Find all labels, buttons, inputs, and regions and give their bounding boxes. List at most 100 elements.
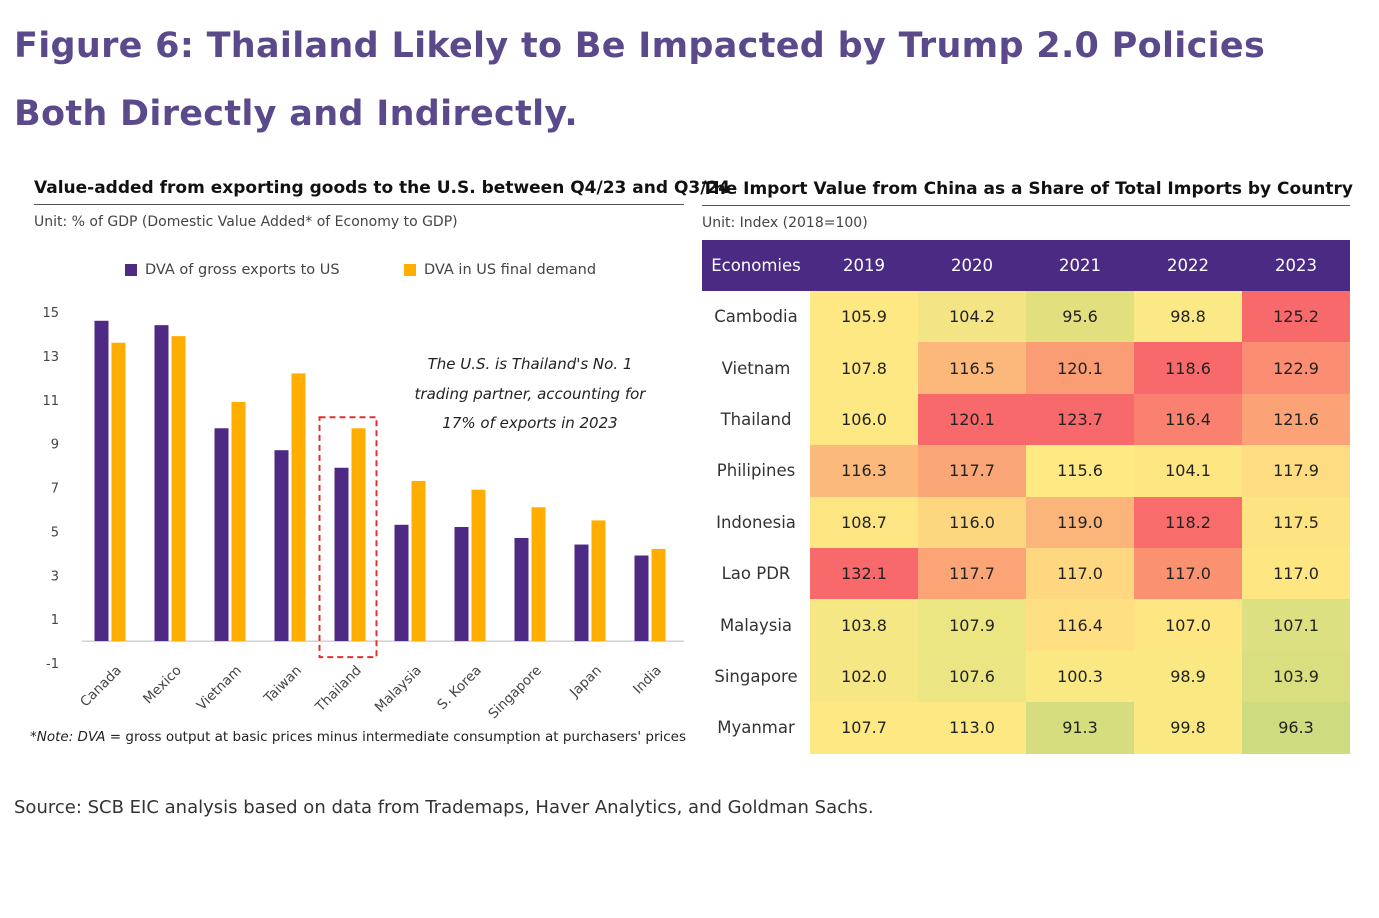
chart-annotation: The U.S. is Thailand's No. 1 trading par… bbox=[400, 350, 660, 439]
heat-cell: 117.0 bbox=[1134, 547, 1242, 600]
table-row: Thailand 106.0 120.1 123.7 116.4 121.6 bbox=[702, 393, 1350, 446]
y-tick-label: -1 bbox=[46, 657, 59, 672]
x-tick-label: India bbox=[630, 663, 665, 698]
heat-cell: 132.1 bbox=[810, 547, 918, 600]
y-tick-label: 11 bbox=[42, 394, 59, 409]
economy-name: Malaysia bbox=[702, 599, 810, 651]
column-header: 2020 bbox=[918, 240, 1026, 291]
heat-cell: 107.6 bbox=[918, 650, 1026, 703]
column-header: 2022 bbox=[1134, 240, 1242, 291]
bar-dva-final-demand bbox=[591, 520, 606, 642]
heat-cell: 104.1 bbox=[1134, 445, 1242, 497]
bar-dva-final-demand bbox=[171, 336, 186, 642]
heat-cell: 117.7 bbox=[918, 445, 1026, 497]
heat-cell: 98.8 bbox=[1134, 291, 1242, 343]
y-tick-label: 7 bbox=[51, 482, 59, 497]
heat-cell: 98.9 bbox=[1134, 650, 1242, 703]
bar-dva-final-demand bbox=[411, 480, 426, 642]
table-row: Vietnam 107.8 116.5 120.1 118.6 122.9 bbox=[702, 342, 1350, 394]
x-tick-label: Japan bbox=[566, 663, 605, 702]
column-header: 2021 bbox=[1026, 240, 1134, 291]
economy-name: Cambodia bbox=[702, 291, 810, 343]
annotation-line: The U.S. is Thailand's No. 1 bbox=[427, 355, 633, 373]
figure-title: Figure 6: Thailand Likely to Be Impacted… bbox=[14, 26, 1266, 134]
heat-cell: 107.7 bbox=[810, 702, 918, 754]
heat-cell: 123.7 bbox=[1026, 393, 1134, 446]
heat-cell: 116.3 bbox=[810, 445, 918, 497]
table-row: Indonesia 108.7 116.0 119.0 118.2 117.5 bbox=[702, 496, 1350, 548]
x-tick-label: Thailand bbox=[312, 663, 365, 716]
table-row: Philipines 116.3 117.7 115.6 104.1 117.9 bbox=[702, 445, 1350, 497]
legend-swatch-purple bbox=[125, 264, 137, 276]
heat-cell: 120.1 bbox=[918, 393, 1026, 446]
heat-cell: 118.6 bbox=[1134, 342, 1242, 394]
heat-cell: 116.5 bbox=[918, 342, 1026, 394]
import-share-table: Economies 2019 2020 2021 2022 2023 Cambo… bbox=[702, 240, 1350, 754]
heat-cell: 121.6 bbox=[1242, 393, 1350, 446]
annotation-line: trading partner, accounting for bbox=[414, 384, 646, 403]
heat-cell: 96.3 bbox=[1242, 702, 1350, 754]
bar-dva-gross-exports bbox=[274, 450, 289, 642]
x-tick-label: Taiwan bbox=[260, 663, 304, 707]
heat-cell: 122.9 bbox=[1242, 342, 1350, 394]
heat-cell: 107.9 bbox=[918, 599, 1026, 651]
bar-dva-final-demand bbox=[471, 489, 486, 642]
bar-dva-gross-exports bbox=[394, 524, 409, 642]
x-tick-label: Canada bbox=[77, 663, 125, 711]
bar-dva-gross-exports bbox=[574, 544, 589, 642]
bar-dva-final-demand bbox=[531, 507, 546, 642]
annotation-line: 17% of exports in 2023 bbox=[442, 414, 618, 432]
bar-dva-gross-exports bbox=[214, 428, 229, 642]
heat-cell: 103.9 bbox=[1242, 650, 1350, 703]
economy-name: Lao PDR bbox=[702, 547, 810, 600]
legend-label: DVA in US final demand bbox=[424, 262, 597, 278]
heat-cell: 117.5 bbox=[1242, 496, 1350, 548]
note-text: = gross output at basic prices minus int… bbox=[105, 729, 687, 745]
bar-dva-gross-exports bbox=[94, 320, 109, 642]
heat-cell: 125.2 bbox=[1242, 291, 1350, 343]
bar-dva-gross-exports bbox=[154, 325, 169, 642]
heat-cell: 116.4 bbox=[1134, 393, 1242, 446]
heat-cell: 108.7 bbox=[810, 496, 918, 548]
economy-name: Myanmar bbox=[702, 702, 810, 754]
legend-item-dva-final-demand: DVA in US final demand bbox=[404, 262, 596, 278]
heat-cell: 104.2 bbox=[918, 291, 1026, 343]
y-tick-label: 3 bbox=[51, 569, 59, 584]
y-tick-label: 13 bbox=[42, 350, 59, 365]
table-row: Lao PDR 132.1 117.7 117.0 117.0 117.0 bbox=[702, 547, 1350, 600]
heat-cell: 119.0 bbox=[1026, 496, 1134, 548]
highlight-box bbox=[318, 416, 378, 659]
heat-cell: 116.0 bbox=[918, 496, 1026, 548]
bar-dva-final-demand bbox=[651, 548, 666, 642]
note-label: *Note: DVA bbox=[30, 729, 106, 745]
column-header: 2023 bbox=[1242, 240, 1350, 291]
table-row: Singapore 102.0 107.6 100.3 98.9 103.9 bbox=[702, 650, 1350, 703]
x-tick-label: S. Korea bbox=[434, 663, 485, 714]
bar-dva-gross-exports bbox=[514, 537, 529, 642]
column-header: Economies bbox=[702, 240, 810, 291]
y-tick-label: 1 bbox=[51, 613, 59, 628]
heat-cell: 107.8 bbox=[810, 342, 918, 394]
column-header: 2019 bbox=[810, 240, 918, 291]
heat-cell: 107.0 bbox=[1134, 599, 1242, 651]
chart-note: *Note: DVA = gross output at basic price… bbox=[30, 729, 686, 745]
heat-cell: 115.6 bbox=[1026, 445, 1134, 497]
bar-dva-gross-exports bbox=[454, 526, 469, 642]
y-tick-label: 5 bbox=[51, 525, 59, 540]
heat-cell: 103.8 bbox=[810, 599, 918, 651]
economy-name: Vietnam bbox=[702, 342, 810, 394]
heat-cell: 91.3 bbox=[1026, 702, 1134, 754]
heat-cell: 118.2 bbox=[1134, 496, 1242, 548]
heat-cell: 102.0 bbox=[810, 650, 918, 703]
bar-chart-unit: Unit: % of GDP (Domestic Value Added* of… bbox=[34, 214, 458, 230]
source-note: Source: SCB EIC analysis based on data f… bbox=[14, 797, 874, 818]
economy-name: Singapore bbox=[702, 650, 810, 703]
bar-dva-gross-exports bbox=[334, 467, 349, 642]
heat-cell: 117.9 bbox=[1242, 445, 1350, 497]
y-tick-label: 15 bbox=[42, 306, 59, 321]
table-row: Malaysia 103.8 107.9 116.4 107.0 107.1 bbox=[702, 599, 1350, 651]
heat-cell: 116.4 bbox=[1026, 599, 1134, 651]
table-row: Cambodia 105.9 104.2 95.6 98.8 125.2 bbox=[702, 291, 1350, 343]
heat-cell: 95.6 bbox=[1026, 291, 1134, 343]
legend-swatch-orange bbox=[404, 264, 416, 276]
